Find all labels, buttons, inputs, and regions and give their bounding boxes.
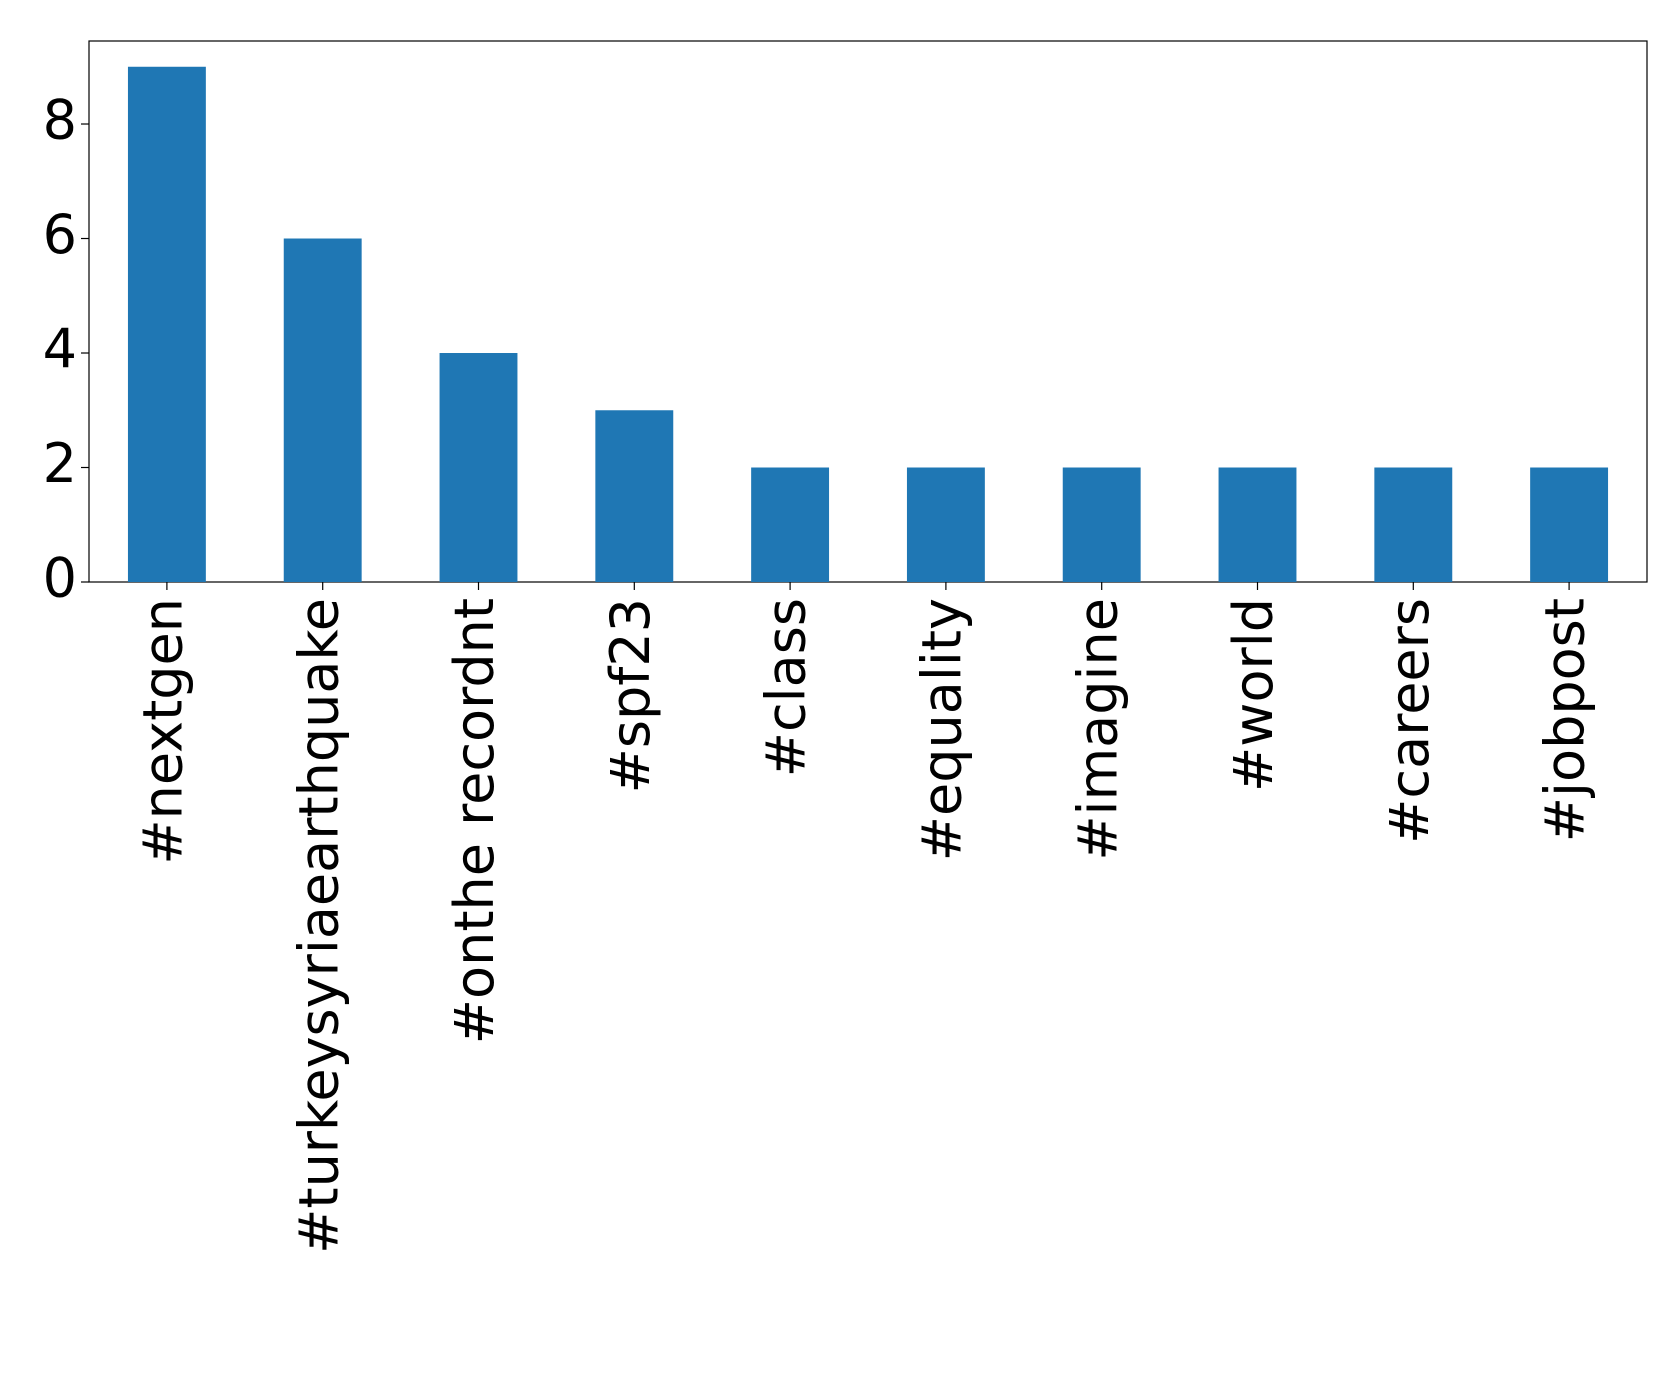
bar: [127, 66, 206, 582]
x-tick-label: #turkeysyriaearthquake: [287, 598, 350, 1254]
x-tick-label: #nextgen: [132, 598, 195, 865]
x-tick-label: #class: [755, 598, 818, 777]
y-tick-label: 4: [43, 318, 77, 381]
x-tick-label: #world: [1222, 598, 1285, 792]
x-tick-label: #onthe recordnt: [443, 598, 506, 1044]
y-tick-label: 0: [43, 547, 77, 610]
bar: [1530, 467, 1609, 582]
bar: [906, 467, 985, 582]
bar: [1374, 467, 1453, 582]
bar: [1218, 467, 1297, 582]
x-tick-label: #imagine: [1066, 598, 1129, 861]
x-tick-label: #spf23: [599, 598, 662, 793]
bar: [595, 410, 674, 582]
y-tick-label: 8: [43, 89, 77, 152]
bar: [1062, 467, 1141, 582]
bar: [283, 238, 362, 582]
axes-frame: [88, 40, 1648, 583]
x-tick-label: #jobpost: [1534, 598, 1597, 842]
y-tick-label: 6: [43, 203, 77, 266]
bar: [751, 467, 830, 582]
x-tick-label: #careers: [1378, 598, 1441, 844]
x-tick-label: #equality: [911, 598, 974, 861]
y-tick-label: 2: [43, 432, 77, 495]
bar: [439, 353, 518, 582]
